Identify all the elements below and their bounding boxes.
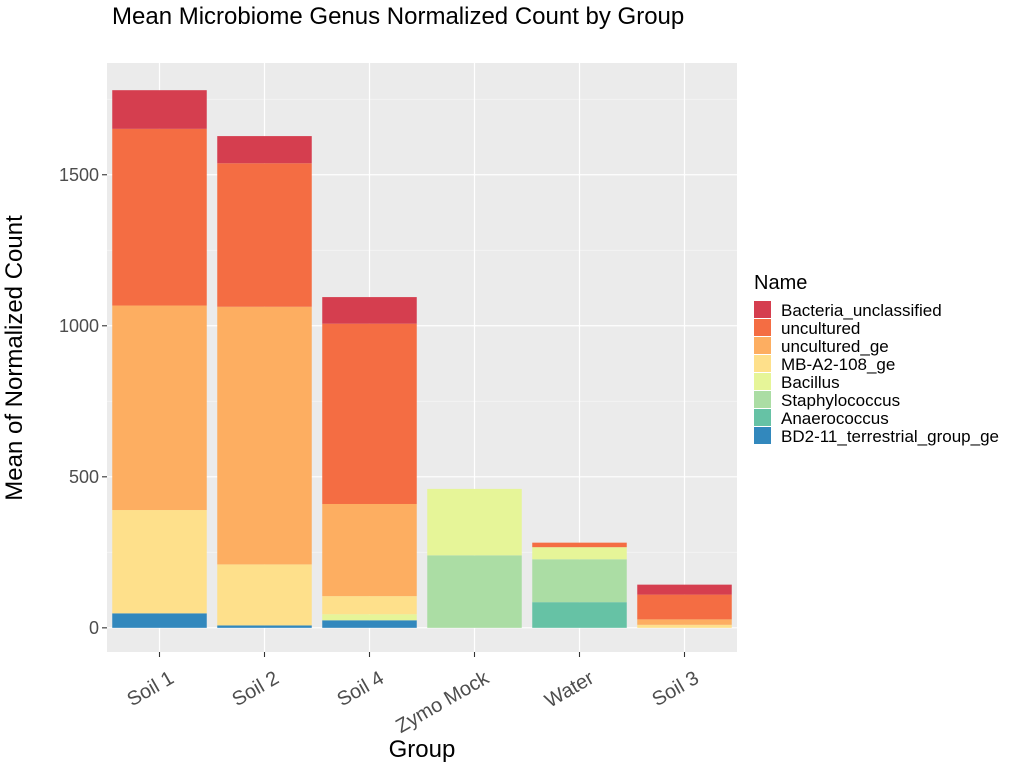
legend-key xyxy=(754,373,771,390)
legend-key xyxy=(754,301,771,318)
bar-segment xyxy=(427,555,522,628)
y-tick-label: 1000 xyxy=(59,316,99,336)
bar-segment xyxy=(532,542,627,548)
bar-segment xyxy=(322,323,417,504)
bar-segment xyxy=(112,90,207,129)
bar-segment xyxy=(322,596,417,615)
legend-label: Staphylococcus xyxy=(781,391,900,410)
x-axis: Soil 1 Soil 2 Soil 4 Zymo Mock Water Soil 3 xyxy=(123,652,703,738)
plot-panel xyxy=(107,63,737,652)
x-tick-label: Soil 4 xyxy=(333,667,387,711)
legend-key xyxy=(754,391,771,408)
x-tick-label: Zymo Mock xyxy=(392,667,493,738)
bar-segment xyxy=(532,602,627,628)
bar-segment xyxy=(217,136,312,164)
bar-segment xyxy=(322,614,417,621)
y-tick-label: 500 xyxy=(69,467,99,487)
legend-label: Bacillus xyxy=(781,373,840,392)
bar-segment xyxy=(637,594,732,620)
bar-segment xyxy=(217,564,312,626)
legend-label: BD2-11_terrestrial_group_ge xyxy=(781,427,999,446)
bar-segment xyxy=(637,624,732,628)
bar-segment xyxy=(637,619,732,625)
legend-key xyxy=(754,337,771,354)
y-tick-label: 0 xyxy=(89,618,99,638)
bar-segment xyxy=(112,613,207,628)
minor-gridlines xyxy=(107,98,737,553)
bar-segment xyxy=(427,488,522,556)
legend-label: uncultured xyxy=(781,319,860,338)
legend-title: Name xyxy=(754,272,807,294)
bar-segment xyxy=(532,547,627,560)
legend-key xyxy=(754,427,771,444)
legend: Name Bacteria_unclassifieduncultureduncu… xyxy=(754,272,999,446)
x-tick-label: Soil 3 xyxy=(648,667,702,711)
legend-key xyxy=(754,319,771,336)
bar-segment xyxy=(322,503,417,597)
bar-segment xyxy=(322,297,417,324)
y-axis-title: Mean of Normalized Count xyxy=(1,215,28,501)
bars xyxy=(112,90,732,628)
x-tick-label: Water xyxy=(541,667,598,713)
y-axis: 0 500 1000 1500 xyxy=(59,165,107,638)
bar-segment xyxy=(532,559,627,603)
bar-segment xyxy=(637,584,732,595)
legend-key xyxy=(754,355,771,372)
chart-title: Mean Microbiome Genus Normalized Count b… xyxy=(112,3,684,30)
bar-segment xyxy=(112,128,207,306)
bar-segment xyxy=(217,163,312,307)
bar-segment xyxy=(112,510,207,614)
bar-segment xyxy=(217,306,312,565)
y-tick-label: 1500 xyxy=(59,165,99,185)
bar-segment xyxy=(112,305,207,511)
x-tick-label: Soil 2 xyxy=(228,667,282,711)
x-tick-label: Soil 1 xyxy=(123,667,177,711)
legend-key xyxy=(754,409,771,426)
legend-label: MB-A2-108_ge xyxy=(781,355,895,374)
x-axis-title: Group xyxy=(389,736,456,763)
bar-segment xyxy=(322,620,417,628)
bar-segment xyxy=(217,625,312,628)
legend-label: uncultured_ge xyxy=(781,337,889,356)
legend-label: Anaerococcus xyxy=(781,409,889,428)
legend-label: Bacteria_unclassified xyxy=(781,301,942,320)
